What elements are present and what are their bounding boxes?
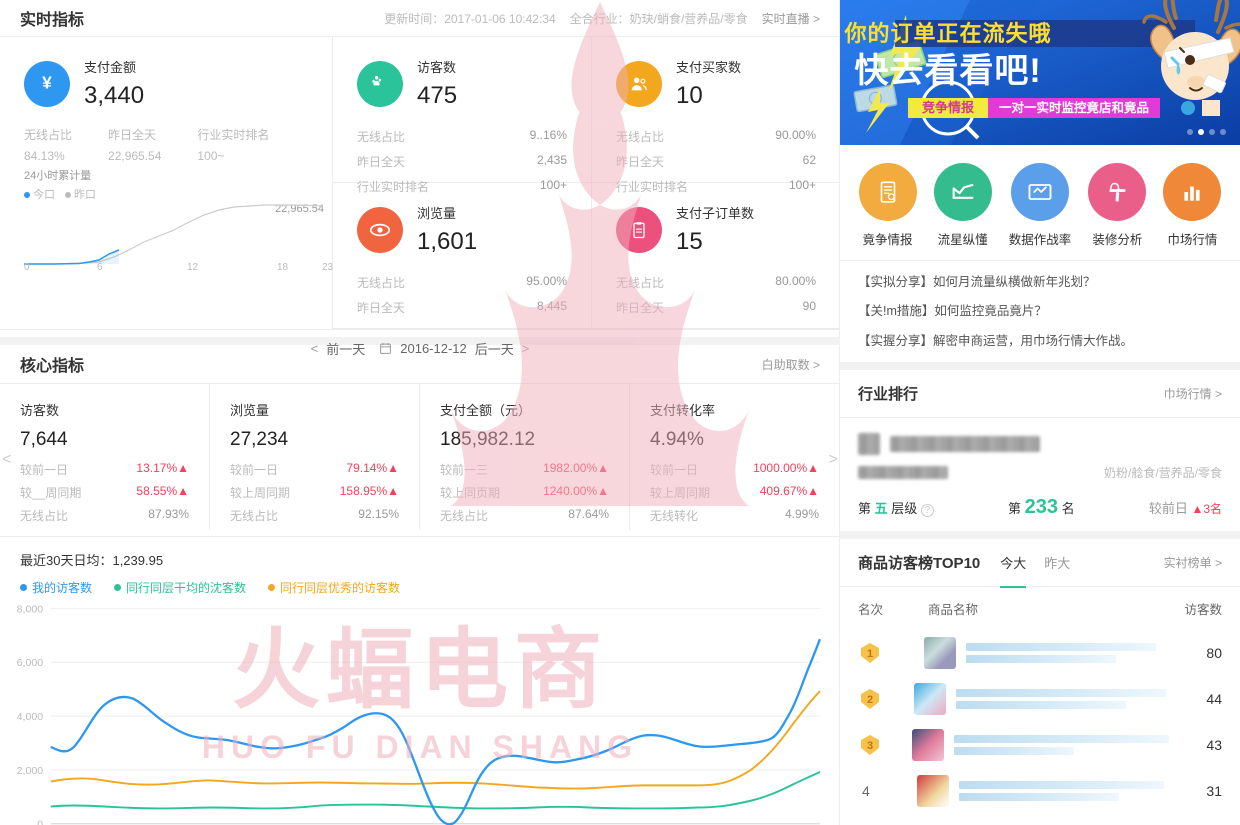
svg-text:18: 18 <box>277 262 289 273</box>
svg-text:3: 3 <box>867 740 873 752</box>
svg-text:你的订单正在流失哦: 你的订单正在流失哦 <box>843 21 1051 46</box>
svg-text:2,000: 2,000 <box>17 765 44 777</box>
svg-text:一对一实时监控竟店和竟品: 一对一实时监控竟店和竟品 <box>999 100 1149 115</box>
svg-text:快去看看吧!: 快去看看吧! <box>854 52 1041 90</box>
svg-text:竞争情报: 竞争情报 <box>922 100 975 115</box>
svg-text:6: 6 <box>97 262 103 273</box>
svg-text:1: 1 <box>867 648 873 660</box>
svg-text:23: 23 <box>322 262 334 273</box>
svg-text:6,000: 6,000 <box>17 657 44 669</box>
svg-text:12: 12 <box>187 262 199 273</box>
svg-text:0: 0 <box>24 262 30 273</box>
svg-text:8,000: 8,000 <box>17 603 44 615</box>
svg-text:2: 2 <box>867 694 873 706</box>
svg-text:¥: ¥ <box>42 73 52 93</box>
svg-text:0: 0 <box>37 819 43 825</box>
svg-text:4,000: 4,000 <box>17 711 44 723</box>
